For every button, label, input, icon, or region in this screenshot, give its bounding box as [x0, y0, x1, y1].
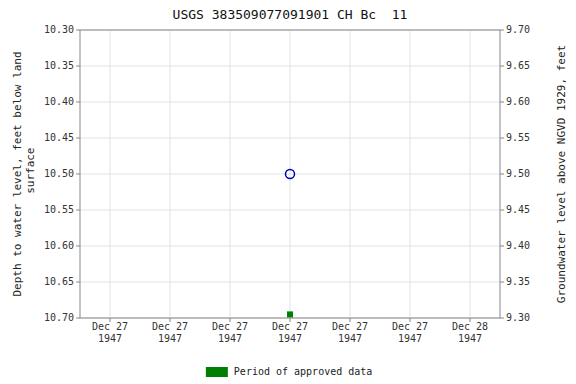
- tick-y: [76, 138, 80, 139]
- tick-label-y2: 9.65: [506, 60, 530, 71]
- tick-y: [76, 102, 80, 103]
- tick-label-y: 10.35: [44, 60, 74, 71]
- tick-label-y2: 9.45: [506, 204, 530, 215]
- y2-axis: 9.70 9.65 9.60 9.55 9.50 9.45 9.40 9.35 9.30: [500, 24, 530, 323]
- title: USGS 383509077091901 CH Bc 11: [173, 7, 408, 22]
- tick-y2: [500, 246, 504, 247]
- text-line: Depth to water level, feet below land: [11, 51, 24, 296]
- text-line: 1947: [338, 333, 362, 344]
- tick-y: [76, 246, 80, 247]
- text-line: 1947: [158, 333, 182, 344]
- legend-swatch: [206, 367, 228, 377]
- tick-y: [76, 174, 80, 175]
- tick-label-x: Dec 271947: [392, 321, 428, 344]
- tick-y2: [500, 102, 504, 103]
- tick-y: [76, 210, 80, 211]
- chart: 10.30 10.35 10.40 10.45 10.50 10.55 10.60 10.65…: [0, 0, 576, 384]
- tick-label-y2: 9.70: [506, 24, 530, 35]
- text-line: Dec 28: [452, 321, 488, 332]
- text-line: Dec 27: [392, 321, 428, 332]
- tick-y2: [500, 138, 504, 139]
- grid-line-x: [410, 30, 411, 318]
- text-line: Dec 27: [332, 321, 368, 332]
- text-line: 1947: [98, 333, 122, 344]
- tick-y2: [500, 318, 504, 319]
- y-axis: 10.30 10.35 10.40 10.45 10.50 10.55 10.60 10.65…: [44, 24, 80, 323]
- text-line: Groundwater level above NGVD 1929, feet: [555, 45, 568, 303]
- legend-label: Period of approved data: [234, 366, 372, 377]
- text-line: Dec 27: [212, 321, 248, 332]
- tick-y2: [500, 66, 504, 67]
- tick-label-x: Dec 271947: [92, 321, 128, 344]
- grid-line-x: [170, 30, 171, 318]
- tick-y: [76, 66, 80, 67]
- tick-label-y: 10.65: [44, 276, 74, 287]
- tick-y2: [500, 210, 504, 211]
- point: [286, 170, 295, 179]
- tick-label-x: Dec 271947: [272, 321, 308, 344]
- tick-label-y: 10.40: [44, 96, 74, 107]
- text-line: Dec 27: [152, 321, 188, 332]
- y2-label-group: Groundwater level above NGVD 1929, feet: [555, 45, 568, 303]
- grid-line-x: [470, 30, 471, 318]
- text-line: 1947: [278, 333, 302, 344]
- series: [287, 311, 293, 317]
- tick-y2: [500, 30, 504, 31]
- grid-line-x: [350, 30, 351, 318]
- grid: [80, 30, 500, 318]
- grid-line-x: [290, 30, 291, 318]
- grid-line-x: [110, 30, 111, 318]
- text-line: 1947: [218, 333, 242, 344]
- tick-y: [76, 282, 80, 283]
- y-label-group: Depth to water level, feet below land su…: [11, 51, 37, 296]
- series: [286, 170, 295, 179]
- tick-y2: [500, 282, 504, 283]
- tick-label-y2: 9.35: [506, 276, 530, 287]
- legend: Period of approved data: [206, 366, 372, 377]
- tick-label-x: Dec 281947: [452, 321, 488, 344]
- marks: [286, 170, 295, 318]
- tick-label-y: 10.70: [44, 312, 74, 323]
- grid-line-x: [230, 30, 231, 318]
- y-axis-label: Depth to water level, feet below land su…: [11, 51, 37, 296]
- tick-label-y: 10.55: [44, 204, 74, 215]
- tick-label-x: Dec 271947: [152, 321, 188, 344]
- tick-label-y: 10.60: [44, 240, 74, 251]
- tick-label-y2: 9.50: [506, 168, 530, 179]
- y2-axis-label: Groundwater level above NGVD 1929, feet: [555, 45, 568, 303]
- tick-label-y: 10.45: [44, 132, 74, 143]
- tick-label-x: Dec 271947: [212, 321, 248, 344]
- tick-label-y2: 9.55: [506, 132, 530, 143]
- text-line: surface: [24, 148, 37, 201]
- tick-label-y: 10.50: [44, 168, 74, 179]
- plot-frame: [80, 30, 500, 318]
- text-line: 1947: [458, 333, 482, 344]
- tick-label-y: 10.30: [44, 24, 74, 35]
- tick-label-y2: 9.60: [506, 96, 530, 107]
- x-axis: Dec 271947Dec 271947Dec 271947Dec 271947…: [92, 318, 488, 344]
- text-line: Dec 27: [272, 321, 308, 332]
- tick-y2: [500, 174, 504, 175]
- tick-label-x: Dec 271947: [332, 321, 368, 344]
- tick-y: [76, 318, 80, 319]
- point: [287, 311, 293, 317]
- background: [0, 0, 576, 384]
- tick-y: [76, 30, 80, 31]
- text-line: 1947: [398, 333, 422, 344]
- tick-label-y2: 9.30: [506, 312, 530, 323]
- text-line: Dec 27: [92, 321, 128, 332]
- tick-label-y2: 9.40: [506, 240, 530, 251]
